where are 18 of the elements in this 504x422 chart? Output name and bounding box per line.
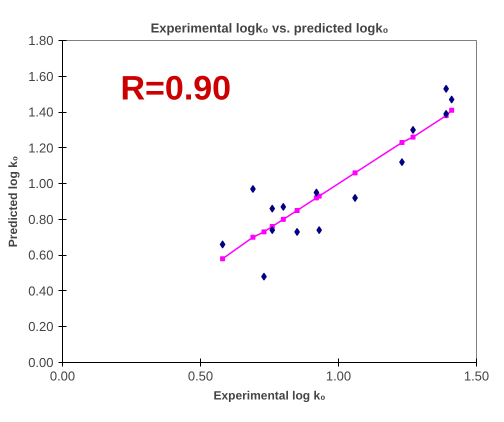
- x-tick-label: 0.00: [50, 368, 76, 384]
- y-tick-label: 1.60: [28, 68, 54, 84]
- x-tick-label: 0.50: [188, 368, 214, 384]
- y-tick-label: 1.00: [28, 176, 54, 192]
- y-tick-label: 1.40: [28, 104, 54, 120]
- y-tick-label: 0.00: [28, 355, 54, 370]
- y-axis-title: Predicted log k₀: [6, 156, 20, 248]
- y-tick-label: 1.80: [28, 33, 54, 48]
- y-tick-label: 1.20: [28, 140, 54, 156]
- y-tick-label: 0.40: [28, 283, 54, 298]
- annotation: R=0.90: [120, 70, 232, 108]
- y-tick-label: 0.60: [28, 248, 54, 263]
- x-axis-title: Experimental log k₀: [213, 388, 326, 402]
- y-tick-label: 0.20: [28, 319, 54, 334]
- y-tick-label: 0.80: [28, 212, 54, 227]
- x-tick-label: 1.00: [326, 368, 352, 384]
- chart-title: Experimental logk₀ vs. predicted logk₀: [150, 20, 389, 36]
- x-tick-label: 1.50: [464, 368, 490, 384]
